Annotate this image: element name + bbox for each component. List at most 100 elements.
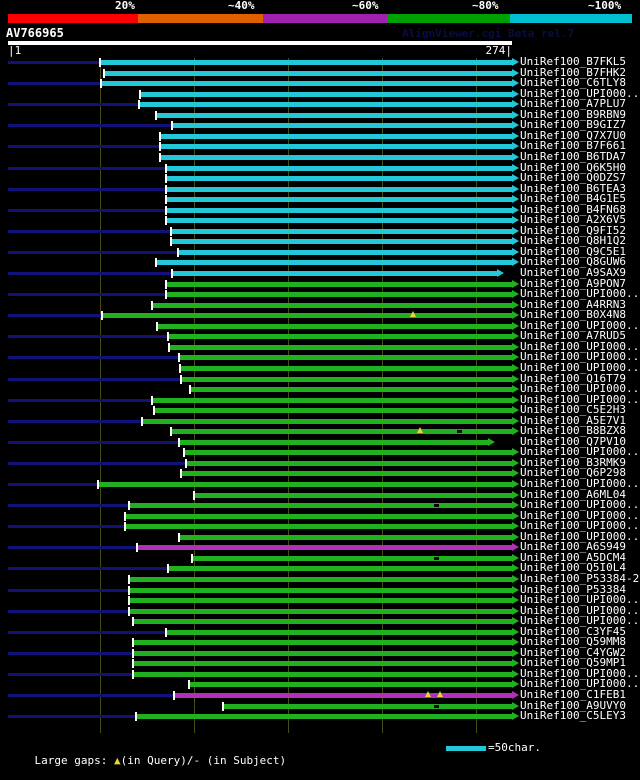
alignment-bar[interactable] bbox=[165, 165, 512, 171]
hit-accession-label[interactable]: UniRef100_A9SAX9 bbox=[520, 266, 626, 279]
alignment-bar[interactable] bbox=[151, 302, 512, 308]
alignment-row[interactable]: UniRef100_UPI000.. bbox=[0, 508, 640, 522]
alignment-row[interactable]: UniRef100_C1FEB1 bbox=[0, 688, 640, 701]
alignment-bar[interactable] bbox=[132, 650, 512, 656]
alignment-row[interactable]: UniRef100_B4FN68 bbox=[0, 203, 640, 215]
hit-accession-label[interactable]: UniRef100_C3YF45 bbox=[520, 624, 626, 638]
hit-accession-label[interactable]: UniRef100_A5DCM4 bbox=[520, 550, 626, 564]
alignment-row[interactable]: UniRef100_P53384 bbox=[0, 583, 640, 595]
alignment-bar[interactable] bbox=[138, 102, 512, 108]
hit-accession-label[interactable]: UniRef100_UPI000.. bbox=[520, 350, 640, 364]
alignment-row[interactable]: UniRef100_C5E2H3 bbox=[0, 403, 640, 417]
alignment-row[interactable]: UniRef100_Q6K5H0 bbox=[0, 160, 640, 174]
alignment-bar[interactable] bbox=[165, 629, 512, 635]
hit-accession-label[interactable]: UniRef100_UPI000.. bbox=[520, 677, 640, 691]
hit-accession-label[interactable]: UniRef100_C1FEB1 bbox=[520, 688, 626, 701]
hit-accession-label[interactable]: UniRef100_B6TEA3 bbox=[520, 181, 626, 195]
alignment-bar[interactable] bbox=[177, 249, 512, 255]
alignment-row[interactable]: UniRef100_UPI000.. bbox=[0, 340, 640, 352]
alignment-bar[interactable] bbox=[171, 271, 497, 276]
alignment-bar[interactable] bbox=[128, 608, 512, 614]
hit-accession-label[interactable]: UniRef100_B7FKL5 bbox=[520, 55, 626, 68]
alignment-bar[interactable] bbox=[171, 123, 512, 129]
alignment-bar[interactable] bbox=[170, 239, 512, 245]
alignment-row[interactable]: UniRef100_A6ML04 bbox=[0, 488, 640, 500]
alignment-row[interactable]: UniRef100_A9SAX9 bbox=[0, 266, 640, 279]
alignment-bar[interactable] bbox=[180, 471, 512, 477]
hit-accession-label[interactable]: UniRef100_Q6P298 bbox=[520, 466, 626, 480]
alignment-row[interactable]: UniRef100_C4YGW2 bbox=[0, 646, 640, 658]
alignment-bar[interactable] bbox=[159, 144, 512, 150]
hit-accession-label[interactable]: UniRef100_UPI000.. bbox=[520, 498, 640, 512]
hit-accession-label[interactable]: UniRef100_C5LEY3 bbox=[520, 709, 626, 723]
hit-accession-label[interactable]: UniRef100_UPI000.. bbox=[520, 519, 640, 533]
alignment-bar[interactable] bbox=[141, 418, 512, 424]
hit-accession-label[interactable]: UniRef100_Q59MP1 bbox=[520, 656, 626, 670]
alignment-bar[interactable] bbox=[124, 524, 512, 530]
alignment-row[interactable]: UniRef100_A6S949 bbox=[0, 541, 640, 553]
hit-accession-label[interactable]: UniRef100_C6TLY8 bbox=[520, 76, 626, 90]
alignment-bar[interactable] bbox=[128, 503, 512, 509]
alignment-bar[interactable] bbox=[139, 91, 512, 97]
alignment-row[interactable]: UniRef100_A7PLU7 bbox=[0, 98, 640, 110]
alignment-row[interactable]: UniRef100_B9RBN9 bbox=[0, 108, 640, 120]
alignment-row[interactable]: UniRef100_UPI000.. bbox=[0, 615, 640, 627]
hit-accession-label[interactable]: UniRef100_A9PON7 bbox=[520, 276, 626, 290]
alignment-bar[interactable] bbox=[173, 693, 512, 698]
alignment-bar[interactable] bbox=[159, 133, 512, 139]
alignment-row[interactable]: UniRef100_Q9C5E1 bbox=[0, 245, 640, 257]
alignment-bar[interactable] bbox=[165, 197, 512, 203]
alignment-bar[interactable] bbox=[178, 439, 488, 445]
alignment-row[interactable]: UniRef100_UPI000.. bbox=[0, 604, 640, 616]
hit-accession-label[interactable]: UniRef100_B6TDA7 bbox=[520, 149, 626, 163]
alignment-bar[interactable] bbox=[183, 450, 512, 456]
hit-accession-label[interactable]: UniRef100_UPI000.. bbox=[520, 360, 640, 374]
alignment-bar[interactable] bbox=[193, 492, 512, 498]
alignment-row[interactable]: UniRef100_B7F661 bbox=[0, 140, 640, 152]
alignment-bar[interactable] bbox=[132, 640, 512, 646]
alignment-row[interactable]: UniRef100_UPI000.. bbox=[0, 498, 640, 512]
alignment-bar[interactable] bbox=[124, 513, 512, 519]
hit-accession-label[interactable]: UniRef100_Q6K5H0 bbox=[520, 160, 626, 174]
alignment-bar[interactable] bbox=[159, 154, 512, 160]
hit-accession-label[interactable]: UniRef100_Q9FI52 bbox=[520, 223, 626, 237]
hit-accession-label[interactable]: UniRef100_UPI000.. bbox=[520, 287, 640, 301]
alignment-row[interactable]: UniRef100_UPI000.. bbox=[0, 594, 640, 606]
alignment-row[interactable]: UniRef100_UPI000.. bbox=[0, 392, 640, 406]
alignment-bar[interactable] bbox=[165, 186, 512, 192]
hit-accession-label[interactable]: UniRef100_UPI000.. bbox=[520, 392, 640, 406]
alignment-bar[interactable] bbox=[165, 281, 512, 287]
hit-accession-label[interactable]: UniRef100_Q16T79 bbox=[520, 371, 626, 385]
alignment-row[interactable]: UniRef100_B6TEA3 bbox=[0, 181, 640, 195]
alignment-row[interactable]: UniRef100_Q5I0L4 bbox=[0, 562, 640, 574]
hit-accession-label[interactable]: UniRef100_UPI000.. bbox=[520, 318, 640, 332]
alignment-row[interactable]: UniRef100_A4RRN3 bbox=[0, 298, 640, 310]
alignment-row[interactable]: UniRef100_A7RUD5 bbox=[0, 330, 640, 342]
alignment-bar[interactable] bbox=[132, 619, 512, 625]
alignment-bar[interactable] bbox=[136, 545, 512, 551]
hit-accession-label[interactable]: UniRef100_P53384-2 bbox=[520, 571, 640, 585]
alignment-bar[interactable] bbox=[132, 661, 512, 667]
hit-accession-label[interactable]: UniRef100_C5E2H3 bbox=[520, 403, 626, 417]
alignment-row[interactable]: UniRef100_B7FKL5 bbox=[0, 55, 640, 68]
alignment-row[interactable]: UniRef100_UPI000.. bbox=[0, 86, 640, 100]
alignment-row[interactable]: UniRef100_B4G1E5 bbox=[0, 193, 640, 205]
hit-accession-label[interactable]: UniRef100_A2X6V5 bbox=[520, 213, 626, 227]
alignment-row[interactable]: UniRef100_A2X6V5 bbox=[0, 213, 640, 227]
alignment-bar[interactable] bbox=[100, 81, 512, 87]
alignment-bar[interactable] bbox=[188, 682, 512, 688]
alignment-row[interactable]: UniRef100_Q6P298 bbox=[0, 466, 640, 480]
hit-accession-label[interactable]: UniRef100_UPI000.. bbox=[520, 86, 640, 100]
hit-accession-label[interactable]: UniRef100_UPI000.. bbox=[520, 445, 640, 459]
alignment-bar[interactable] bbox=[167, 566, 512, 572]
alignment-bar[interactable] bbox=[178, 355, 512, 361]
alignment-bar[interactable] bbox=[101, 313, 512, 319]
alignment-row[interactable]: UniRef100_Q59MM8 bbox=[0, 636, 640, 648]
alignment-bar[interactable] bbox=[99, 60, 512, 65]
alignment-bar[interactable] bbox=[189, 387, 512, 393]
alignment-row[interactable]: UniRef100_Q7X7U0 bbox=[0, 129, 640, 141]
hit-accession-label[interactable]: UniRef100_UPI000.. bbox=[520, 508, 640, 522]
hit-accession-label[interactable]: UniRef100_Q8GUW6 bbox=[520, 255, 626, 269]
alignment-bar[interactable] bbox=[179, 365, 512, 371]
hit-accession-label[interactable]: UniRef100_Q8H1Q2 bbox=[520, 234, 626, 248]
